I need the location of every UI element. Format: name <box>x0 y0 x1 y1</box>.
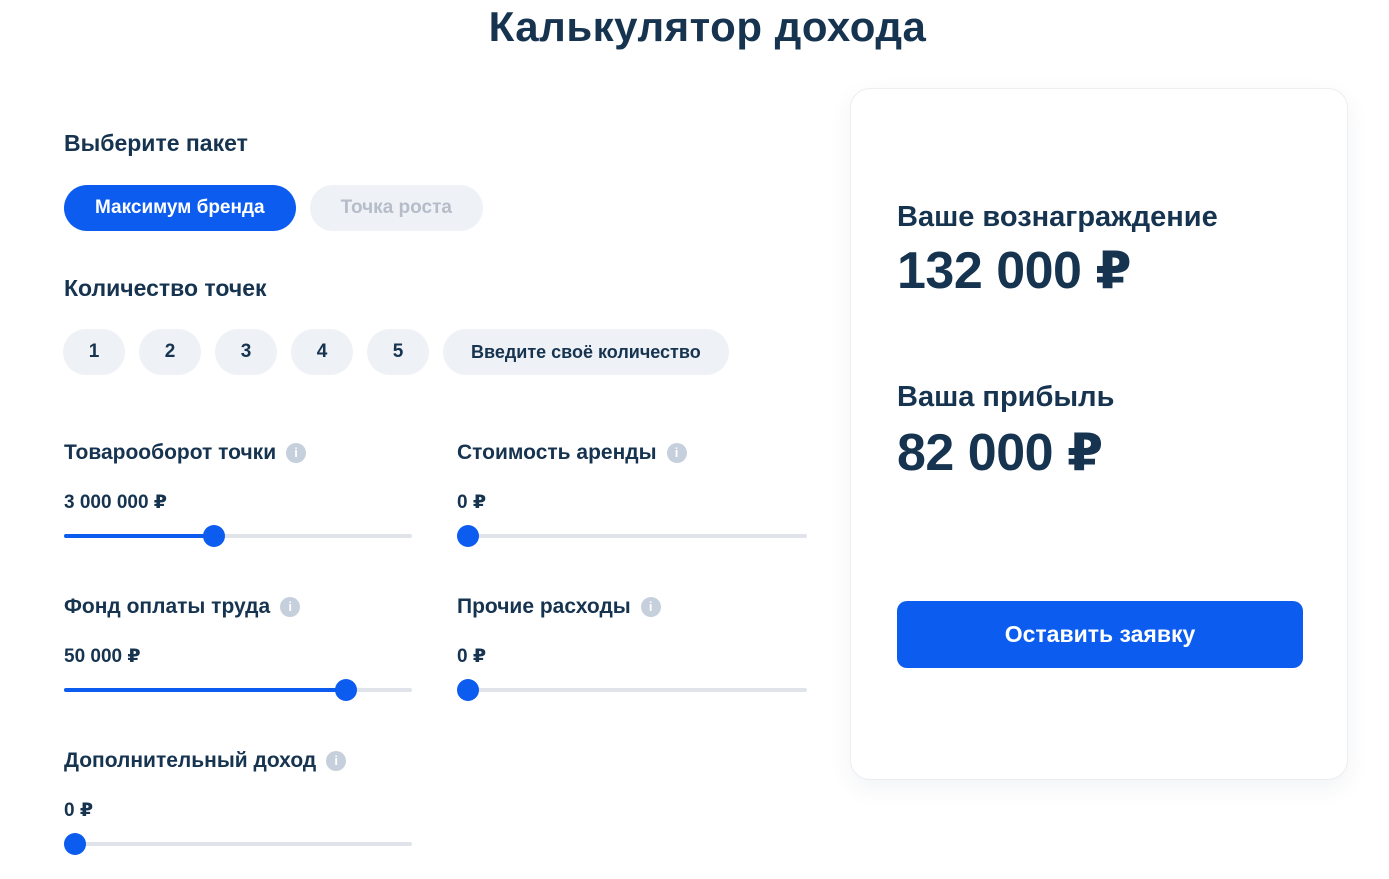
slider-value: 0 ₽ <box>457 492 487 513</box>
slider-value: 3 000 000 ₽ <box>64 492 168 513</box>
slider-group-rent: Стоимость аренды i 0 ₽ <box>457 441 807 547</box>
slider-label-row: Прочие расходы i <box>457 595 807 619</box>
points-option-4[interactable]: 4 <box>291 329 353 375</box>
other-expenses-slider[interactable] <box>457 679 807 701</box>
calculator-controls: Выберите пакет Максимум бренда Точка рос… <box>63 0 807 879</box>
slider-group-payroll: Фонд оплаты труда i 50 000 ₽ <box>64 595 412 701</box>
slider-group-turnover: Товарооборот точки i 3 000 000 ₽ <box>64 441 412 547</box>
package-section-label: Выберите пакет <box>64 130 248 156</box>
points-option-5[interactable]: 5 <box>367 329 429 375</box>
points-section-label: Количество точек <box>64 275 267 301</box>
slider-value: 0 ₽ <box>457 646 487 667</box>
slider-thumb[interactable] <box>334 679 357 701</box>
info-icon[interactable]: i <box>666 443 687 463</box>
info-icon[interactable]: i <box>640 597 661 617</box>
slider-fill <box>64 534 214 538</box>
turnover-slider[interactable] <box>64 525 412 547</box>
slider-track[interactable] <box>457 534 807 538</box>
slider-value: 50 000 ₽ <box>64 646 141 667</box>
package-options: Максимум бренда Точка роста <box>64 185 483 231</box>
slider-label-row: Стоимость аренды i <box>457 441 807 465</box>
page-title: Калькулятор дохода <box>488 3 927 50</box>
points-option-3[interactable]: 3 <box>215 329 277 375</box>
slider-label-row: Товарооборот точки i <box>64 441 412 465</box>
slider-label-row: Дополнительный доход i <box>64 749 412 773</box>
points-custom-quantity-button[interactable]: Введите своё количество <box>443 329 729 375</box>
points-option-2[interactable]: 2 <box>139 329 201 375</box>
submit-request-button[interactable]: Оставить заявку <box>897 601 1303 668</box>
reward-label: Ваше вознаграждение <box>897 201 1218 233</box>
slider-label: Товарооборот точки <box>64 441 277 464</box>
slider-group-other-expenses: Прочие расходы i 0 ₽ <box>457 595 807 701</box>
slider-track[interactable] <box>64 842 412 846</box>
slider-label: Прочие расходы <box>457 595 631 618</box>
slider-fill <box>64 688 346 692</box>
slider-track[interactable] <box>64 534 412 538</box>
slider-group-additional-income: Дополнительный доход i 0 ₽ <box>64 749 412 855</box>
rent-slider[interactable] <box>457 525 807 547</box>
slider-thumb[interactable] <box>64 833 86 855</box>
reward-value: 132 000 ₽ <box>897 242 1132 300</box>
info-icon[interactable]: i <box>326 751 347 771</box>
slider-label-row: Фонд оплаты труда i <box>64 595 412 619</box>
slider-label: Стоимость аренды <box>457 441 657 464</box>
slider-value: 0 ₽ <box>64 800 94 821</box>
info-icon[interactable]: i <box>280 597 301 617</box>
slider-thumb[interactable] <box>202 525 225 547</box>
profit-value: 82 000 ₽ <box>897 424 1103 482</box>
slider-thumb[interactable] <box>457 679 479 701</box>
points-options: 1 2 3 4 5 Введите своё количество <box>63 329 729 375</box>
sliders-grid: Товарооборот точки i 3 000 000 ₽ Стоимос… <box>64 441 807 855</box>
points-option-1[interactable]: 1 <box>63 329 125 375</box>
package-option-growth-point[interactable]: Точка роста <box>309 185 483 231</box>
slider-label: Фонд оплаты труда <box>64 595 271 618</box>
package-option-maximum-brand[interactable]: Максимум бренда <box>64 185 296 231</box>
profit-label: Ваша прибыль <box>897 381 1115 413</box>
slider-thumb[interactable] <box>457 525 479 547</box>
results-card: Ваше вознаграждение 132 000 ₽ Ваша прибы… <box>850 88 1348 780</box>
additional-income-slider[interactable] <box>64 833 412 855</box>
payroll-slider[interactable] <box>64 679 412 701</box>
slider-label: Дополнительный доход <box>64 749 317 772</box>
slider-track[interactable] <box>457 688 807 692</box>
info-icon[interactable]: i <box>286 443 307 463</box>
